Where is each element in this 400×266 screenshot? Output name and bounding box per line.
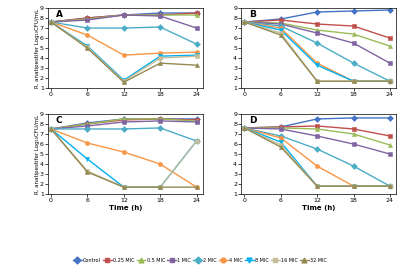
Text: A: A [56, 10, 63, 19]
X-axis label: Time (h): Time (h) [109, 205, 142, 211]
X-axis label: Time (h): Time (h) [302, 205, 335, 211]
Y-axis label: R. anatipestifer Log₁₀CFU/mL: R. anatipestifer Log₁₀CFU/mL [35, 114, 40, 194]
Y-axis label: R. anatipestifer Log₁₀CFU/mL: R. anatipestifer Log₁₀CFU/mL [35, 9, 40, 88]
Text: C: C [56, 116, 62, 125]
Legend: Control, 0.25 MIC, 0.5 MIC, 1 MIC, 2 MIC, 4 MIC, 8 MIC, 16 MIC, 32 MIC: Control, 0.25 MIC, 0.5 MIC, 1 MIC, 2 MIC… [72, 257, 328, 264]
Text: B: B [249, 10, 256, 19]
Text: D: D [249, 116, 256, 125]
